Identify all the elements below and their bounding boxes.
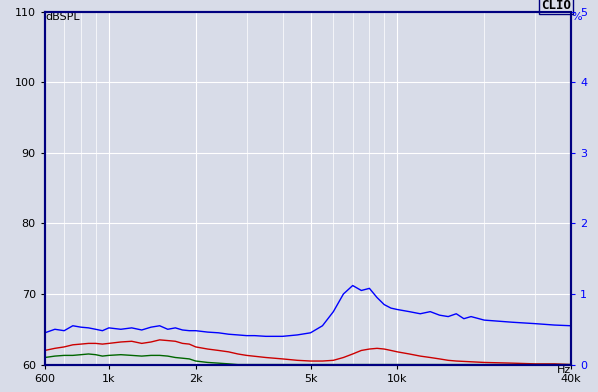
Text: Hz: Hz [557,365,571,375]
Text: %: % [571,12,582,22]
Text: dBSPL: dBSPL [45,12,80,22]
Text: CLIO: CLIO [541,0,571,12]
